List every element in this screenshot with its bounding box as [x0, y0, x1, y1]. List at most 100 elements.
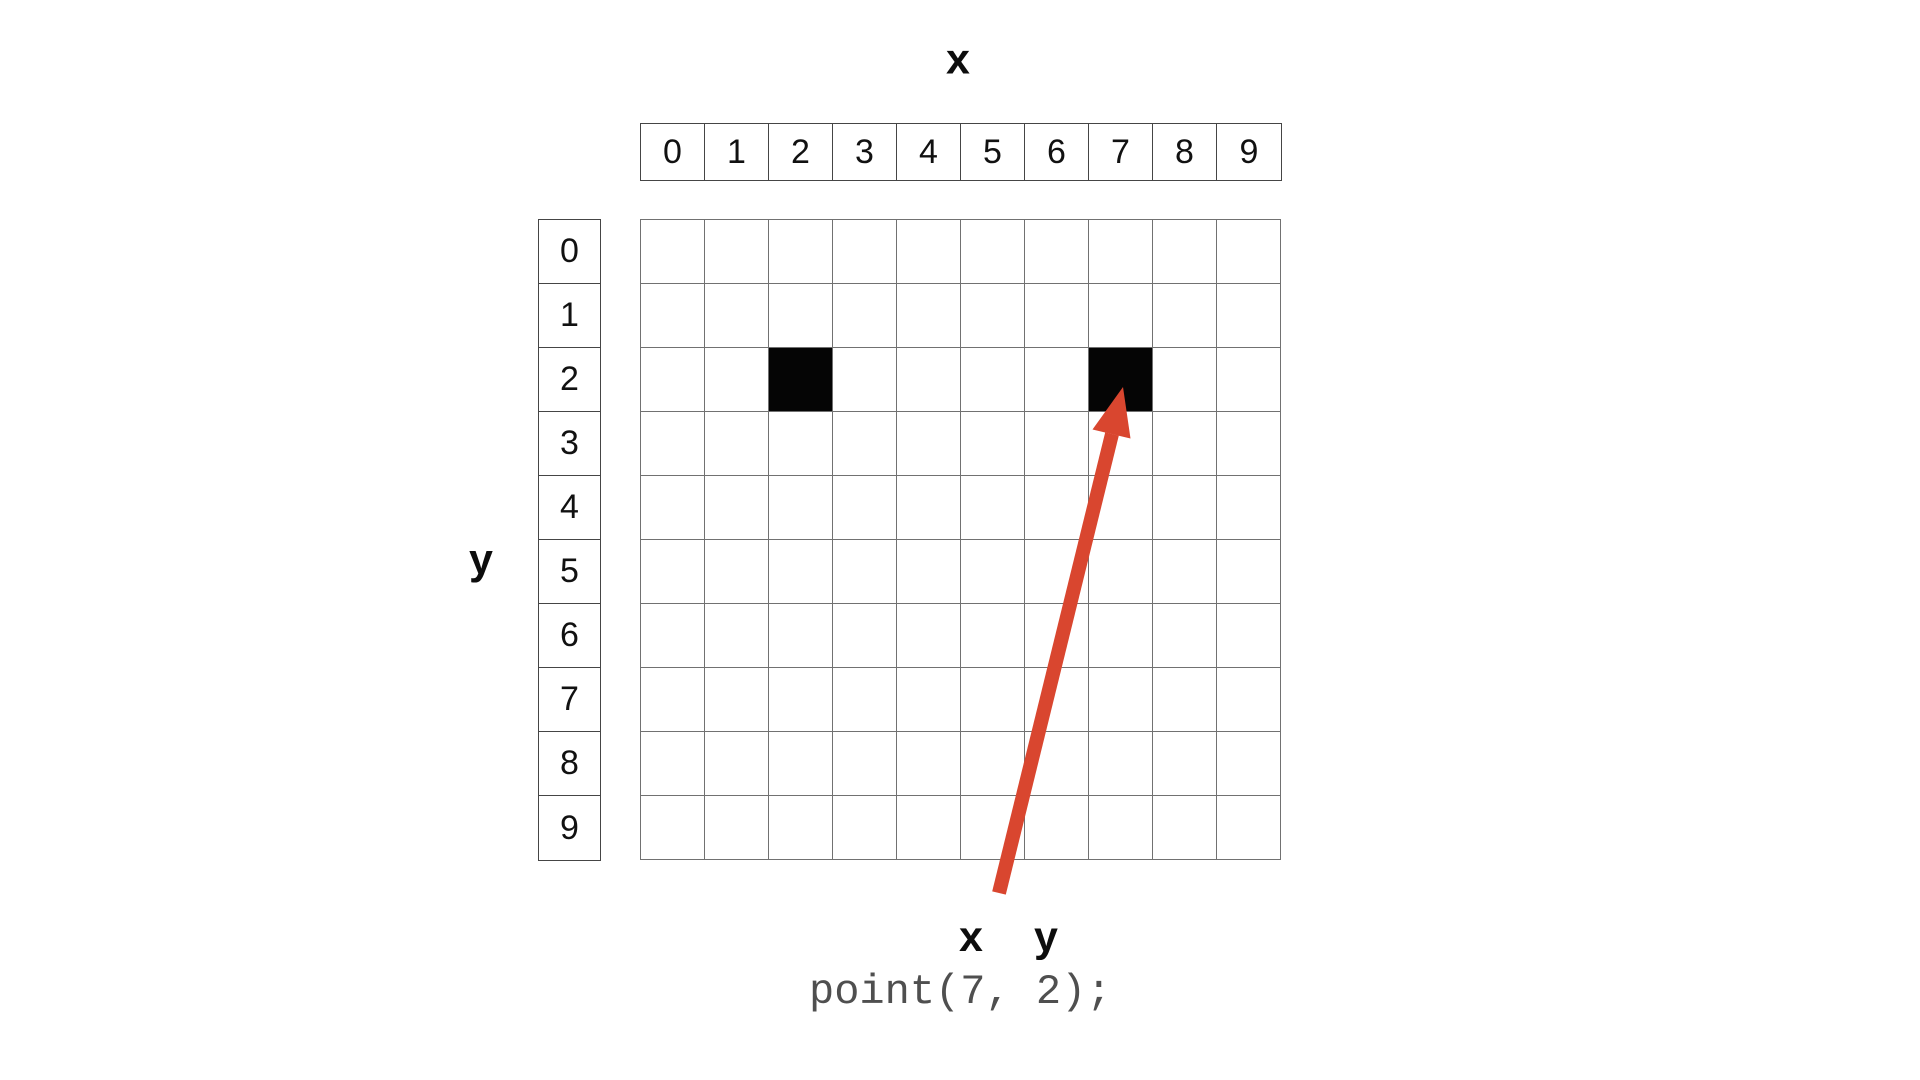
grid-cell-6-1: [1025, 284, 1089, 348]
callout-y-label: y: [1034, 913, 1058, 961]
grid-cell-3-3: [833, 412, 897, 476]
grid-cell-9-2: [1217, 348, 1281, 412]
grid-cell-4-5: [897, 540, 961, 604]
grid-cell-1-7: [705, 668, 769, 732]
grid-cell-6-7: [1025, 668, 1089, 732]
grid-cell-9-4: [1217, 476, 1281, 540]
grid-cell-6-6: [1025, 604, 1089, 668]
grid-cell-3-5: [833, 540, 897, 604]
grid-cell-4-6: [897, 604, 961, 668]
x-header-cell-3: 3: [833, 124, 897, 180]
pixel-grid: [640, 219, 1281, 860]
grid-cell-8-0: [1153, 220, 1217, 284]
x-axis-label: x: [946, 35, 970, 84]
grid-cell-7-0: [1089, 220, 1153, 284]
y-header-cell-5: 5: [539, 540, 600, 604]
grid-cell-6-8: [1025, 732, 1089, 796]
grid-cell-1-0: [705, 220, 769, 284]
grid-cell-8-8: [1153, 732, 1217, 796]
grid-cell-3-2: [833, 348, 897, 412]
grid-cell-0-3: [641, 412, 705, 476]
grid-cell-6-9: [1025, 796, 1089, 860]
grid-cell-6-4: [1025, 476, 1089, 540]
grid-cell-4-9: [897, 796, 961, 860]
grid-cell-4-1: [897, 284, 961, 348]
grid-cell-0-6: [641, 604, 705, 668]
grid-cell-5-8: [961, 732, 1025, 796]
grid-cell-5-7: [961, 668, 1025, 732]
grid-cell-7-9: [1089, 796, 1153, 860]
grid-cell-3-6: [833, 604, 897, 668]
grid-cell-2-8: [769, 732, 833, 796]
grid-cell-1-2: [705, 348, 769, 412]
grid-cell-4-4: [897, 476, 961, 540]
x-header-cell-0: 0: [641, 124, 705, 180]
grid-cell-4-7: [897, 668, 961, 732]
grid-cell-5-6: [961, 604, 1025, 668]
grid-cell-2-7: [769, 668, 833, 732]
grid-cell-4-3: [897, 412, 961, 476]
grid-cell-4-8: [897, 732, 961, 796]
grid-cell-9-3: [1217, 412, 1281, 476]
grid-cell-3-1: [833, 284, 897, 348]
y-header-cell-8: 8: [539, 732, 600, 796]
x-header-cell-2: 2: [769, 124, 833, 180]
grid-cell-9-6: [1217, 604, 1281, 668]
grid-cell-9-5: [1217, 540, 1281, 604]
grid-cell-4-2: [897, 348, 961, 412]
grid-cell-0-7: [641, 668, 705, 732]
grid-cell-9-0: [1217, 220, 1281, 284]
grid-cell-0-8: [641, 732, 705, 796]
y-header-cell-0: 0: [539, 220, 600, 284]
grid-cell-0-0: [641, 220, 705, 284]
grid-cell-1-6: [705, 604, 769, 668]
x-header-cell-6: 6: [1025, 124, 1089, 180]
grid-cell-8-5: [1153, 540, 1217, 604]
grid-cell-7-5: [1089, 540, 1153, 604]
x-header-cell-1: 1: [705, 124, 769, 180]
grid-cell-8-4: [1153, 476, 1217, 540]
grid-cell-6-0: [1025, 220, 1089, 284]
grid-cell-7-8: [1089, 732, 1153, 796]
grid-cell-7-6: [1089, 604, 1153, 668]
grid-cell-2-6: [769, 604, 833, 668]
x-header-cell-9: 9: [1239, 132, 1259, 171]
grid-cell-8-2: [1153, 348, 1217, 412]
y-header-cell-7: 7: [539, 668, 600, 732]
y-header-cell-1: 1: [539, 284, 600, 348]
grid-cell-1-4: [705, 476, 769, 540]
grid-cell-6-3: [1025, 412, 1089, 476]
grid-cell-1-5: [705, 540, 769, 604]
grid-cell-2-9: [769, 796, 833, 860]
y-header-cell-3: 3: [539, 412, 600, 476]
callout-code-text: point(7, 2);: [809, 968, 1112, 1016]
grid-cell-0-1: [641, 284, 705, 348]
grid-cell-1-3: [705, 412, 769, 476]
grid-cell-3-0: [833, 220, 897, 284]
y-axis-label: y: [469, 535, 493, 584]
y-header-cell-6: 6: [539, 604, 600, 668]
grid-cell-8-9: [1153, 796, 1217, 860]
grid-cell-0-9: [641, 796, 705, 860]
y-header-cell-4: 4: [539, 476, 600, 540]
grid-cell-7-4: [1089, 476, 1153, 540]
grid-cell-7-7: [1089, 668, 1153, 732]
grid-cell-1-9: [705, 796, 769, 860]
grid-cell-8-3: [1153, 412, 1217, 476]
grid-cell-6-5: [1025, 540, 1089, 604]
grid-cell-6-2: [1025, 348, 1089, 412]
grid-cell-0-4: [641, 476, 705, 540]
grid-cell-5-2: [961, 348, 1025, 412]
y-header-cell-2: 2: [539, 348, 600, 412]
grid-cell-9-1: [1217, 284, 1281, 348]
grid-cell-5-9: [961, 796, 1025, 860]
grid-cell-5-0: [961, 220, 1025, 284]
grid-cell-3-8: [833, 732, 897, 796]
grid-cell-3-7: [833, 668, 897, 732]
grid-cell-1-8: [705, 732, 769, 796]
grid-cell-4-0: [897, 220, 961, 284]
grid-cell-9-9: [1217, 796, 1281, 860]
grid-cell-2-2: [769, 348, 833, 412]
